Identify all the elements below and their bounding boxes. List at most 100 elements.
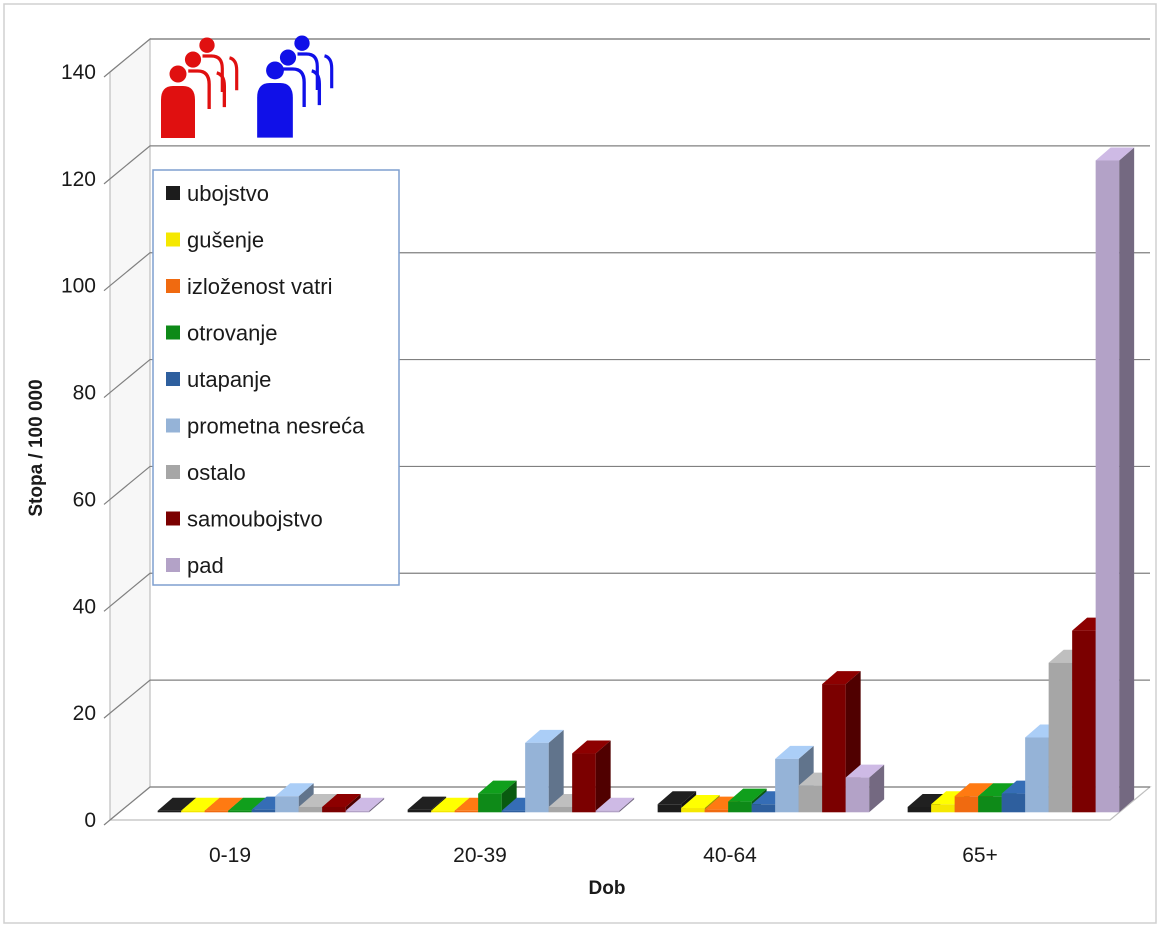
bar-front — [822, 684, 846, 813]
gridline — [103, 252, 1150, 292]
y-axis-title: Stopa / 100 000 — [26, 379, 47, 516]
man-figures-icon — [257, 35, 334, 138]
bar-front — [322, 806, 346, 813]
legend-swatch — [166, 232, 180, 247]
bar-front — [1025, 737, 1049, 813]
legend-entry: otrovanje — [166, 321, 278, 346]
bar-front — [501, 810, 526, 813]
bar — [845, 764, 885, 813]
x-tick-label: 40-64 — [703, 844, 757, 867]
legend-swatch — [166, 279, 180, 293]
bar-top — [298, 793, 338, 807]
bar-top — [431, 797, 470, 811]
bar-top — [775, 745, 814, 759]
bar-front — [1095, 160, 1120, 813]
legend-box — [152, 169, 400, 586]
legend: ubojstvo gušenje izloženost vatri otrovanje… — [152, 169, 400, 586]
bar-front — [251, 809, 276, 813]
legend-entry: prometna nesreća — [166, 414, 365, 439]
bar-front — [478, 793, 502, 813]
bar-front — [454, 810, 479, 813]
bar — [525, 729, 564, 813]
bar-front — [431, 810, 455, 813]
bar-side — [869, 764, 885, 813]
bar-top — [275, 783, 314, 797]
bar — [478, 780, 517, 813]
bar — [572, 740, 611, 813]
side-wall — [109, 37, 151, 822]
bar-front — [298, 806, 323, 813]
bar-front — [345, 810, 370, 813]
legend-label: utapanje — [187, 367, 271, 392]
x-tick-label: 65+ — [962, 844, 998, 867]
bar-front — [775, 758, 799, 813]
bar-front — [657, 804, 682, 813]
bar-front — [1001, 793, 1026, 813]
y-tick-label: 60 — [73, 488, 96, 511]
bar-side — [548, 729, 564, 813]
bar-front — [751, 804, 776, 813]
bar-front — [798, 785, 823, 813]
bar-top — [681, 795, 720, 809]
x-tick-label: 0-19 — [209, 844, 251, 867]
bar-front — [548, 806, 573, 813]
legend-swatch — [166, 186, 180, 200]
bar-top — [907, 793, 947, 807]
bar-top — [322, 793, 361, 807]
bar-top — [204, 797, 244, 811]
y-tick-label: 100 — [61, 275, 96, 298]
gridline — [103, 679, 1150, 719]
bar-front — [978, 796, 1002, 813]
bar-side — [501, 780, 517, 813]
bar-front — [525, 742, 549, 813]
bar-front — [704, 809, 729, 813]
x-axis-title: Dob — [589, 878, 626, 899]
legend-label: ubojstvo — [187, 181, 269, 206]
bar-side — [595, 740, 611, 813]
bar-top — [407, 796, 447, 810]
gridline — [103, 358, 1150, 399]
bar-side — [619, 797, 635, 813]
bar-front — [954, 796, 979, 813]
y-tick-label: 120 — [61, 168, 96, 191]
bar-front — [728, 801, 752, 813]
bar-front — [157, 810, 182, 813]
x-tick-label: 20-39 — [453, 844, 507, 867]
bar-top — [181, 797, 220, 811]
bar-front — [275, 796, 299, 813]
legend-label: izloženost vatri — [187, 274, 333, 299]
legend-items: ubojstvo gušenje izloženost vatri otrovanje… — [166, 181, 365, 578]
legend-label: otrovanje — [187, 321, 278, 346]
legend-entry: gušenje — [166, 228, 264, 253]
y-tick-label: 40 — [73, 595, 96, 618]
legend-swatch — [166, 418, 180, 433]
legend-swatch — [166, 372, 180, 386]
bar-top — [478, 780, 517, 794]
legend-entry: ostalo — [166, 460, 246, 485]
y-tick-labels: 0 20 40 60 80 100 120 140 — [61, 61, 96, 832]
gridline — [103, 786, 1150, 826]
legend-label: ostalo — [187, 460, 246, 485]
bar-side — [369, 797, 385, 813]
bar-top — [822, 671, 861, 685]
gridlines — [103, 38, 1150, 826]
gridline — [103, 465, 1150, 505]
legend-swatch — [166, 558, 180, 572]
legend-label: gušenje — [187, 228, 264, 253]
bar-top — [978, 783, 1017, 797]
bar-top — [954, 783, 994, 797]
bar — [345, 797, 385, 813]
legend-entry: utapanje — [166, 367, 271, 392]
gridline — [103, 572, 1150, 612]
bar — [595, 797, 635, 813]
bar-top — [845, 764, 885, 778]
bar — [1095, 147, 1135, 813]
bar-top — [572, 740, 611, 754]
bar-front — [931, 804, 955, 813]
y-tick-label: 80 — [73, 382, 96, 405]
legend-entry: samoubojstvo — [166, 507, 323, 532]
legend-swatch — [166, 325, 180, 340]
legend-label: prometna nesreća — [187, 414, 365, 439]
bar-side — [1119, 147, 1135, 813]
